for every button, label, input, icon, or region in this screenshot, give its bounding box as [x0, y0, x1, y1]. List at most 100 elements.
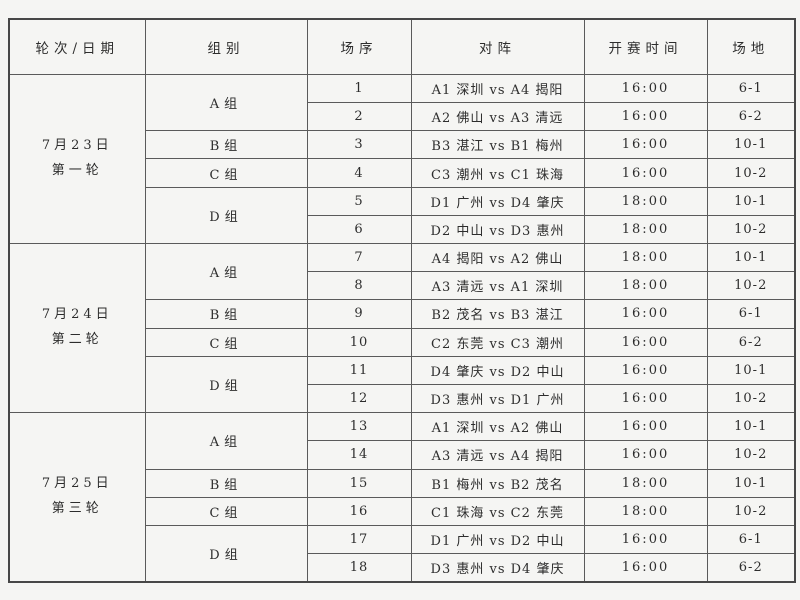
match-no-cell: 2 — [306, 102, 412, 132]
date-cell-round3: 7月25日 第三轮 — [8, 412, 146, 583]
match-row: C组 4 C3 潮州 vs C1 珠海 16:00 10-2 — [9, 158, 796, 188]
venue-cell: 6-1 — [706, 524, 796, 555]
matchup-cell: B2 茂名 vs B3 湛江 — [410, 299, 585, 329]
match-row: C组 16 C1 珠海 vs C2 东莞 18:00 10-2 — [9, 496, 796, 526]
venue-cell: 10-2 — [706, 271, 796, 301]
match-row: 8 A3 清远 vs A1 深圳 18:00 10-2 — [9, 271, 796, 301]
header-venue: 场地 — [706, 18, 796, 75]
match-no-cell: 4 — [306, 158, 412, 188]
venue-cell: 6-1 — [706, 299, 796, 329]
matchup-cell: A1 深圳 vs A4 揭阳 — [410, 73, 585, 104]
match-row: D组 5 D1 广州 vs D4 肇庆 18:00 10-1 — [9, 186, 796, 245]
match-no-cell: 12 — [306, 383, 412, 414]
venue-cell: 10-1 — [706, 130, 796, 160]
venue-cell: 6-1 — [706, 73, 796, 104]
match-row: 6 D2 中山 vs D3 惠州 18:00 10-2 — [9, 214, 796, 245]
venue-cell: 10-1 — [706, 186, 796, 216]
time-cell: 18:00 — [583, 214, 708, 245]
matchup-cell: C1 珠海 vs C2 东莞 — [410, 496, 585, 526]
match-row: C组 10 C2 东莞 vs C3 潮州 16:00 6-2 — [9, 327, 796, 357]
match-no-cell: 18 — [306, 553, 412, 583]
matchup-cell: D3 惠州 vs D1 广州 — [410, 383, 585, 414]
venue-cell: 10-1 — [706, 355, 796, 385]
date-cell-round1: 7月23日 第一轮 — [8, 73, 146, 245]
header-round-date: 轮次/日期 — [8, 18, 146, 75]
round-label: 第二轮 — [51, 332, 103, 348]
matchup-cell: D1 广州 vs D2 中山 — [410, 524, 585, 555]
group-cell-d: D组 — [144, 186, 308, 245]
group-cell-b: B组 — [144, 468, 308, 498]
group-cell-c: C组 — [144, 158, 308, 188]
matchup-cell: A4 揭阳 vs A2 佛山 — [410, 243, 585, 273]
venue-cell: 10-2 — [706, 440, 796, 470]
time-cell: 16:00 — [583, 158, 708, 188]
matchup-cell: D2 中山 vs D3 惠州 — [410, 214, 585, 245]
match-no-cell: 1 — [306, 73, 412, 104]
match-no-cell: 14 — [306, 440, 412, 470]
date-text: 7月24日 — [41, 307, 113, 323]
group-cell-b: B组 — [144, 130, 308, 160]
match-no-cell: 8 — [306, 271, 412, 301]
match-no-cell: 10 — [306, 327, 412, 357]
match-no-cell: 6 — [306, 214, 412, 245]
venue-cell: 10-2 — [706, 383, 796, 414]
match-row: 14 A3 清远 vs A4 揭阳 16:00 10-2 — [9, 440, 796, 470]
matchup-cell: D3 惠州 vs D4 肇庆 — [410, 553, 585, 583]
time-cell: 16:00 — [583, 412, 708, 442]
table-header-row: 轮次/日期 组别 场序 对阵 开赛时间 场地 — [8, 18, 796, 75]
venue-cell: 10-1 — [706, 468, 796, 498]
match-schedule-table: 轮次/日期 组别 场序 对阵 开赛时间 场地 7月23日 第一轮 A组 1 A1… — [8, 18, 796, 583]
match-no-cell: 3 — [306, 130, 412, 160]
match-no-cell: 5 — [306, 186, 412, 216]
group-cell-c: C组 — [144, 496, 308, 526]
round-label: 第三轮 — [51, 501, 103, 517]
time-cell: 16:00 — [583, 327, 708, 357]
match-row: 12 D3 惠州 vs D1 广州 16:00 10-2 — [9, 383, 796, 414]
time-cell: 16:00 — [583, 383, 708, 414]
match-no-cell: 13 — [306, 412, 412, 442]
venue-cell: 6-2 — [706, 327, 796, 357]
match-no-cell: 15 — [306, 468, 412, 498]
matchup-cell: A1 深圳 vs A2 佛山 — [410, 412, 585, 442]
venue-cell: 10-1 — [706, 412, 796, 442]
match-row: B组 3 B3 湛江 vs B1 梅州 16:00 10-1 — [9, 130, 796, 160]
match-no-cell: 7 — [306, 243, 412, 273]
matchup-cell: A3 清远 vs A4 揭阳 — [410, 440, 585, 470]
date-text: 7月23日 — [41, 138, 113, 154]
group-cell-a: A组 — [144, 243, 308, 301]
time-cell: 16:00 — [583, 73, 708, 104]
header-match-no: 场序 — [306, 18, 412, 75]
matchup-cell: C2 东莞 vs C3 潮州 — [410, 327, 585, 357]
matchup-cell: B3 湛江 vs B1 梅州 — [410, 130, 585, 160]
match-no-cell: 16 — [306, 496, 412, 526]
group-cell-a: A组 — [144, 412, 308, 470]
matchup-cell: B1 梅州 vs B2 茂名 — [410, 468, 585, 498]
date-text: 7月25日 — [41, 476, 113, 492]
matchup-cell: D4 肇庆 vs D2 中山 — [410, 355, 585, 385]
time-cell: 16:00 — [583, 440, 708, 470]
time-cell: 18:00 — [583, 243, 708, 273]
time-cell: 16:00 — [583, 130, 708, 160]
date-cell-round2: 7月24日 第二轮 — [8, 243, 146, 414]
match-no-cell: 11 — [306, 355, 412, 385]
group-cell-d: D组 — [144, 355, 308, 414]
match-no-cell: 9 — [306, 299, 412, 329]
group-cell-d: D组 — [144, 524, 308, 583]
time-cell: 16:00 — [583, 299, 708, 329]
matchup-cell: C3 潮州 vs C1 珠海 — [410, 158, 585, 188]
time-cell: 18:00 — [583, 468, 708, 498]
time-cell: 18:00 — [583, 186, 708, 216]
match-row: 18 D3 惠州 vs D4 肇庆 16:00 6-2 — [9, 553, 796, 583]
match-row: B组 15 B1 梅州 vs B2 茂名 18:00 10-1 — [9, 468, 796, 498]
match-no-cell: 17 — [306, 524, 412, 555]
matchup-cell: A3 清远 vs A1 深圳 — [410, 271, 585, 301]
header-matchup: 对阵 — [410, 18, 585, 75]
venue-cell: 10-1 — [706, 243, 796, 273]
match-row: 7月23日 第一轮 A组 1 A1 深圳 vs A4 揭阳 16:00 6-1 — [8, 73, 796, 245]
match-row: 7月24日 第二轮 A组 7 A4 揭阳 vs A2 佛山 18:00 10-1 — [8, 243, 796, 414]
time-cell: 16:00 — [583, 524, 708, 555]
matchup-cell: D1 广州 vs D4 肇庆 — [410, 186, 585, 216]
venue-cell: 10-2 — [706, 496, 796, 526]
group-cell-b: B组 — [144, 299, 308, 329]
round-label: 第一轮 — [51, 162, 103, 178]
